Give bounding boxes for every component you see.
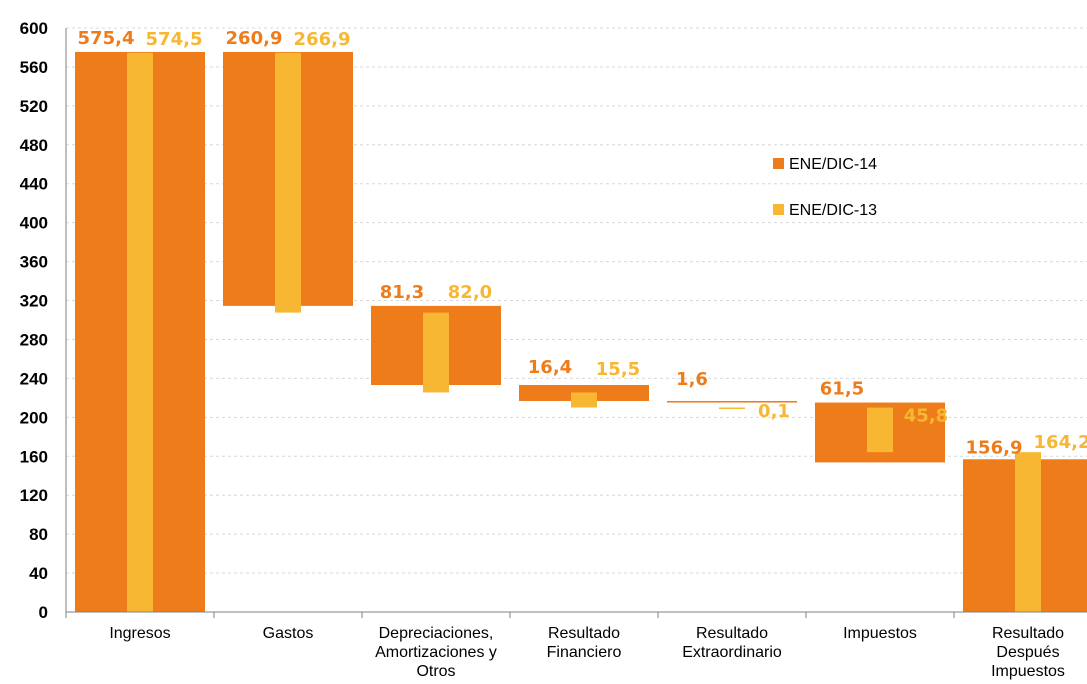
x-category-label: Resultado bbox=[696, 625, 768, 642]
x-category-label: Extraordinario bbox=[682, 644, 782, 661]
axes: 0 40 80 120 160 200 240 280 320 360 400 440 480 520 56… bbox=[20, 19, 1087, 680]
x-category-label: Depreciaciones, bbox=[379, 625, 494, 642]
data-label-ene-dic-14: 260,9 bbox=[226, 28, 283, 49]
bar-ene-dic-13 bbox=[719, 407, 745, 410]
bar-ene-dic-13 bbox=[127, 52, 153, 612]
data-label-ene-dic-14: 575,4 bbox=[78, 28, 135, 49]
legend-swatch bbox=[773, 204, 784, 215]
x-category-label: Gastos bbox=[263, 625, 314, 642]
data-label-ene-dic-13: 82,0 bbox=[448, 282, 492, 303]
data-label-ene-dic-14: 1,6 bbox=[676, 369, 708, 390]
y-tick-label: 0 bbox=[39, 603, 48, 622]
y-tick-label: 240 bbox=[20, 369, 48, 388]
data-labels: 575,4 574,5 260,9 266,9 81,3 82,0 16,4 15,5 1,6 0… bbox=[78, 28, 1087, 458]
y-tick-label: 600 bbox=[20, 19, 48, 38]
y-tick-label: 40 bbox=[29, 564, 48, 583]
legend-label: ENE/DIC-14 bbox=[789, 156, 877, 173]
data-label-ene-dic-14: 81,3 bbox=[380, 282, 424, 303]
bar-ene-dic-13 bbox=[571, 392, 597, 408]
bar-ene-dic-13 bbox=[867, 407, 893, 453]
data-label-ene-dic-14: 61,5 bbox=[820, 379, 864, 400]
y-tick-label: 360 bbox=[20, 253, 48, 272]
y-tick-label: 160 bbox=[20, 447, 48, 466]
x-category-label: Resultado bbox=[992, 625, 1064, 642]
x-category-label: Amortizaciones y bbox=[375, 644, 497, 661]
y-tick-label: 80 bbox=[29, 525, 48, 544]
bar-ene-dic-13 bbox=[423, 312, 449, 393]
bar-ene-dic-13 bbox=[275, 52, 301, 313]
x-category-label: Resultado bbox=[548, 625, 620, 642]
gridlines bbox=[66, 27, 1087, 574]
y-tick-label: 320 bbox=[20, 292, 48, 311]
x-category-label: Otros bbox=[416, 663, 455, 680]
y-tick-label: 400 bbox=[20, 214, 48, 233]
x-category-label: Ingresos bbox=[109, 625, 170, 642]
y-tick-label: 120 bbox=[20, 486, 48, 505]
bars bbox=[75, 51, 1087, 613]
data-label-ene-dic-13: 15,5 bbox=[596, 359, 640, 380]
legend: ENE/DIC-14 ENE/DIC-13 bbox=[773, 156, 877, 219]
data-label-ene-dic-13: 45,8 bbox=[904, 406, 948, 427]
data-label-ene-dic-14: 16,4 bbox=[528, 357, 572, 378]
data-label-ene-dic-13: 164,2 bbox=[1034, 432, 1087, 453]
data-label-ene-dic-14: 156,9 bbox=[966, 437, 1023, 458]
y-tick-label: 480 bbox=[20, 136, 48, 155]
x-category-label: Impuestos bbox=[843, 625, 917, 642]
x-category-label: Impuestos bbox=[991, 663, 1065, 680]
data-label-ene-dic-13: 266,9 bbox=[294, 29, 351, 50]
bar-ene-dic-14 bbox=[667, 400, 797, 403]
legend-label: ENE/DIC-13 bbox=[789, 202, 877, 219]
data-label-ene-dic-13: 574,5 bbox=[146, 29, 203, 50]
x-category-label: Financiero bbox=[547, 644, 622, 661]
bar-ene-dic-13 bbox=[1015, 452, 1041, 612]
y-tick-label: 280 bbox=[20, 330, 48, 349]
y-tick-label: 560 bbox=[20, 58, 48, 77]
y-tick-label: 200 bbox=[20, 408, 48, 427]
data-label-ene-dic-13: 0,1 bbox=[758, 401, 790, 422]
y-tick-label: 520 bbox=[20, 97, 48, 116]
y-tick-label: 440 bbox=[20, 175, 48, 194]
x-category-label: Después bbox=[996, 644, 1059, 661]
legend-swatch bbox=[773, 158, 784, 169]
